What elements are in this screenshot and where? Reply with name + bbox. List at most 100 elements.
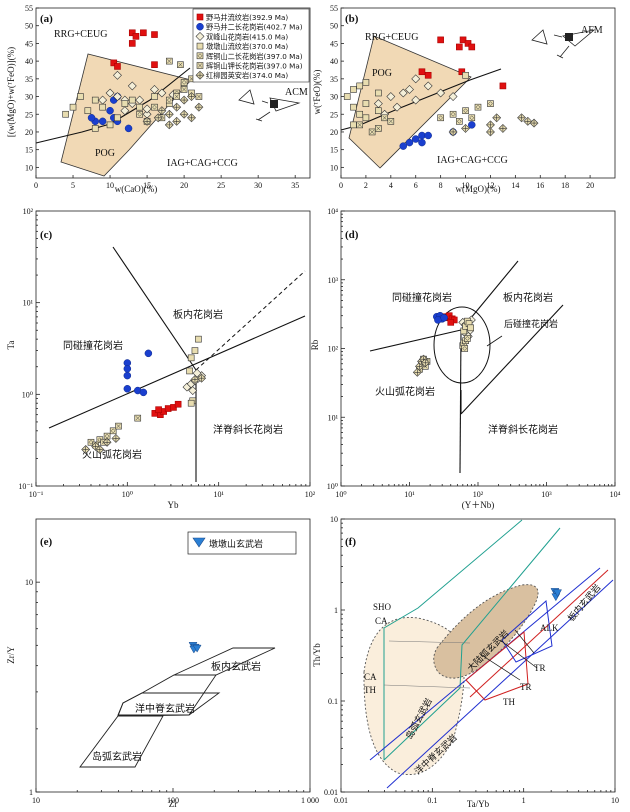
label-ca-2: CA <box>364 672 377 682</box>
panel-b-letter: (b) <box>345 13 359 25</box>
data-point-s3-p11 <box>462 71 469 79</box>
data-point-s1-p4-mark <box>418 138 426 147</box>
y-tick-label-2: 10² <box>328 345 339 354</box>
data-point-s1-p0 <box>399 142 408 150</box>
data-point-s5-p4-inner <box>382 115 387 120</box>
data-point-s3-p3 <box>186 367 193 375</box>
x-tick-label-0: 0.01 <box>334 796 348 805</box>
data-point-s2-p1-mark <box>386 92 396 101</box>
data-point-s4-p3 <box>474 103 482 111</box>
x-tick-label-2: 10 <box>106 181 114 190</box>
overlap-field <box>117 674 217 717</box>
label-rrg-ceug-b: RRG+CEUG <box>365 32 418 43</box>
y-tick-label-3: 10³ <box>328 276 339 285</box>
data-point-s4-p6 <box>468 114 476 122</box>
label-th-1: TH <box>364 685 376 695</box>
data-point-s2-p3-mark <box>405 85 414 94</box>
data-point-s1-p0-mark <box>399 142 408 150</box>
y-tick-label-1: 10 <box>25 578 33 587</box>
data-point-s3-p8-mark <box>350 121 357 129</box>
label-iag: IAG+CAG+CCG <box>167 158 238 169</box>
data-point-s3-p10 <box>375 107 382 115</box>
y-tick-label-5: 35 <box>330 75 338 84</box>
data-point-s6-p1-inner <box>92 443 99 450</box>
panel-e-ylabel: Zr/Y <box>6 646 16 664</box>
data-point-s4-p2 <box>165 96 173 104</box>
data-point-s0-p6 <box>418 68 426 76</box>
data-point-s3-p3-mark <box>362 79 370 86</box>
data-point-s6-p0 <box>81 445 91 454</box>
label-alk: ALK <box>540 623 559 633</box>
data-point-s2-p9 <box>411 95 421 105</box>
label-wpb: 板内玄武岩 <box>211 660 261 673</box>
x-tick-label-3: 6 <box>414 181 418 190</box>
data-point-s1-p2-mark <box>418 131 426 140</box>
data-point-s0-p4-mark <box>128 40 136 47</box>
data-point-s0-p1 <box>456 43 463 51</box>
data-point-s3-p1-mark <box>350 86 357 93</box>
cyan-outline <box>383 519 523 760</box>
data-point-s0-p2 <box>459 36 467 44</box>
panel-f-points <box>550 588 562 602</box>
x-tick-label-5: 10 <box>462 181 470 190</box>
data-point-s3-p2 <box>91 96 99 104</box>
panel-e-frame <box>35 518 311 793</box>
data-point-s6-p5 <box>190 375 200 384</box>
data-point-s4-p1 <box>151 103 158 111</box>
data-point-s5-p1-inner <box>178 62 183 67</box>
y-tick-label-6: 40 <box>25 57 33 66</box>
y-tick-label-1: 0.1 <box>328 697 338 706</box>
data-point-s0-p7 <box>151 61 158 68</box>
data-point-s0-p6 <box>114 63 121 70</box>
data-point-s6-p2-inner <box>487 121 494 128</box>
data-point-s0-p3-mark <box>553 589 562 598</box>
data-point-s4-p0 <box>437 114 444 122</box>
x-tick-label-7: 14 <box>511 181 519 190</box>
panel-a: (a) RRG+CEUG POG IAG+CAG+CCG ACM 0 5 10 15 2… <box>6 4 311 194</box>
data-point-s1-p4 <box>139 388 148 397</box>
data-point-s3-p12-mark <box>151 93 158 100</box>
data-point-s1-p3-mark <box>424 131 432 140</box>
data-point-s6-p1 <box>91 442 101 451</box>
data-point-s5-p4 <box>180 86 188 93</box>
data-point-s4-p4 <box>464 335 471 342</box>
data-point-s3-p9 <box>106 121 114 129</box>
panel-a-frame <box>35 7 311 179</box>
x-tick-label-0: 10 <box>32 796 40 805</box>
data-point-s5-p2 <box>115 422 122 430</box>
data-point-s1-p5-mark <box>144 349 153 358</box>
x-tick-label-1: 0.1 <box>427 796 437 805</box>
panel-b-frame <box>340 7 616 179</box>
data-point-s5-p3 <box>356 121 363 129</box>
data-point-s6-p6-inner <box>531 120 538 127</box>
data-point-s4-p2-mark <box>461 345 469 352</box>
data-point-s5-p3-inner <box>135 415 140 421</box>
data-point-s3-p4-mark <box>99 103 106 111</box>
x-tick-label-1: 2 <box>364 181 368 190</box>
data-point-s0-p5 <box>447 319 455 326</box>
y-tick-label-0: 10⁻¹ <box>18 482 33 491</box>
x-tick-label-10: 20 <box>586 181 594 190</box>
panel-f-ylabel: Th/Yb <box>312 643 322 667</box>
panel-c-ylabel: Ta <box>6 341 16 350</box>
data-point-s2-p11-mark <box>142 104 152 114</box>
data-point-s6-p5-inner <box>524 118 531 125</box>
panel-f: (f) SHO CA CA TH ALK TR TR TH 岛弧玄武岩 大陆弧玄… <box>312 515 619 809</box>
data-point-s0-p0 <box>128 29 136 37</box>
data-point-s6-p0 <box>448 127 458 137</box>
data-point-s5-p2-inner <box>116 423 121 429</box>
data-point-s2-p2-mark <box>398 88 408 98</box>
legend-symbol-4-mark <box>196 52 204 60</box>
data-point-s4-p4-inner <box>465 336 470 341</box>
data-point-s6-p3 <box>492 113 502 123</box>
data-point-s1-p6 <box>468 121 476 129</box>
data-point-s3-p7-mark <box>136 103 143 111</box>
data-point-s6-p9-inner <box>181 111 188 118</box>
panel-c: (c) 板内花岗岩 同碰撞花岗岩 洋脊斜长花岗岩 火山弧花岗岩 10⁻¹ 10⁰ 1… <box>6 207 316 510</box>
data-point-s6-p2 <box>95 445 105 454</box>
panel-b-xlabel: w(MgO)(%) <box>456 184 501 194</box>
data-point-s5-p4-inner <box>181 87 187 92</box>
y-tick-label-0: 10 <box>330 163 338 172</box>
legend-label-3: 墩墩山流纹岩(370.0 Ma) <box>206 42 288 51</box>
x-tick-label-2: 1 <box>522 796 526 805</box>
